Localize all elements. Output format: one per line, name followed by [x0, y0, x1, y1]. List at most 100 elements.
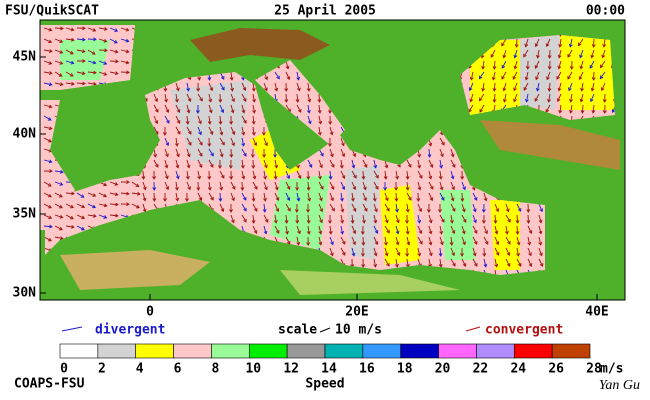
wind-arrow-head [242, 197, 247, 201]
wind-arrow [373, 170, 379, 179]
wind-arrow [285, 203, 291, 212]
wind-arrow [43, 148, 52, 152]
wind-arrow [241, 93, 247, 102]
wind-arrow-head [274, 164, 279, 169]
wind-arrow [164, 159, 168, 168]
wind-arrow-head [469, 76, 474, 81]
wind-arrow [186, 159, 190, 168]
wind-arrow-head [253, 230, 258, 234]
wind-arrow [516, 247, 519, 256]
wind-arrow [406, 258, 409, 267]
wind-arrow-head [418, 208, 423, 213]
wind-arrow-head [350, 220, 355, 224]
wind-arrow-head [186, 87, 190, 92]
wind-arrow-head [210, 164, 214, 168]
wind-arrow [263, 159, 268, 168]
wind-arrow-head [48, 237, 52, 242]
wind-arrow-head [152, 198, 157, 202]
wind-arrow-head [286, 197, 291, 202]
wind-arrow-head [164, 164, 169, 169]
wind-arrow-head [386, 262, 390, 267]
wind-arrow-head [60, 26, 64, 31]
wind-arrow-head [264, 76, 268, 81]
wind-arrow-head [534, 43, 539, 48]
wind-arrow [43, 71, 52, 74]
wind-arrow-head [534, 65, 539, 69]
wind-arrow-head [474, 262, 478, 267]
wind-arrow-head [275, 208, 280, 213]
wind-arrow [164, 104, 169, 113]
colorbar-bin [400, 343, 439, 359]
wind-arrow [501, 71, 507, 80]
wind-arrow-head [251, 121, 256, 125]
wind-arrow-head [318, 241, 323, 246]
wind-arrow-head [219, 153, 224, 158]
wind-arrow-head [218, 99, 223, 103]
wind-arrow-head [329, 131, 334, 136]
wind-arrow-head [219, 186, 224, 191]
wind-arrow [525, 93, 529, 102]
wind-arrow-head [394, 198, 399, 202]
colorbar-bin [513, 343, 553, 359]
wind-arrow-head [589, 65, 594, 69]
wind-arrow [483, 258, 487, 267]
wind-arrow [87, 214, 96, 217]
wind-arrow [351, 170, 357, 179]
wind-arrow [469, 82, 474, 91]
wind-arrow [241, 148, 247, 157]
colorbar-tick-label: 14 [321, 362, 337, 377]
wind-arrow-head [251, 220, 256, 224]
wind-arrow [329, 159, 335, 168]
wind-arrow-head [481, 65, 486, 70]
colorbar-bin [551, 343, 591, 359]
wind-arrow-head [92, 82, 97, 86]
wind-arrow-head [196, 110, 200, 114]
wind-arrow [263, 137, 268, 146]
wind-arrow-head [501, 42, 505, 47]
wind-arrow-head [208, 98, 213, 103]
wind-arrow [164, 181, 169, 190]
wind-arrow [208, 159, 214, 168]
wind-arrow [219, 82, 225, 91]
wind-arrow [461, 203, 466, 212]
wind-arrow [516, 236, 520, 245]
wind-arrow [567, 49, 573, 58]
wind-arrow-head [92, 193, 97, 197]
colorbar-tick-label: 6 [174, 362, 182, 377]
wind-arrow-head [535, 76, 539, 81]
wind-arrow [417, 247, 421, 256]
wind-arrow [450, 214, 453, 223]
wind-arrow-head [103, 27, 108, 31]
wind-arrow-head [320, 185, 324, 190]
wind-arrow-head [230, 87, 234, 92]
wind-arrow-head [242, 87, 247, 91]
wind-arrow [230, 93, 235, 102]
wind-arrow-head [59, 236, 64, 241]
wind-arrow [241, 170, 245, 179]
wind-arrow [197, 93, 203, 102]
wind-arrow-head [174, 142, 179, 147]
wind-arrow [318, 159, 323, 168]
wind-arrow [87, 192, 96, 197]
wind-arrow [252, 82, 255, 91]
wind-arrow-head [351, 252, 356, 257]
wind-arrow-head [185, 175, 190, 180]
wind-arrow [230, 214, 235, 223]
wind-arrow [318, 192, 323, 201]
wind-arrow-head [188, 141, 192, 146]
wind-arrow-head [231, 186, 236, 190]
wind-arrow [599, 71, 606, 79]
wind-arrow [76, 49, 85, 53]
wind-arrow [318, 115, 322, 124]
wind-arrow-head [331, 207, 335, 212]
wind-arrow [43, 214, 52, 219]
wind-arrow-head [142, 186, 147, 191]
wind-arrow [603, 38, 606, 47]
wind-arrow [197, 148, 203, 157]
wind-arrow-head [199, 97, 203, 102]
speed-patch [60, 40, 110, 80]
wind-arrow-head [251, 198, 256, 202]
wind-arrow-head [462, 219, 467, 223]
wind-arrow-head [361, 242, 366, 246]
wind-arrow-head [419, 175, 423, 179]
